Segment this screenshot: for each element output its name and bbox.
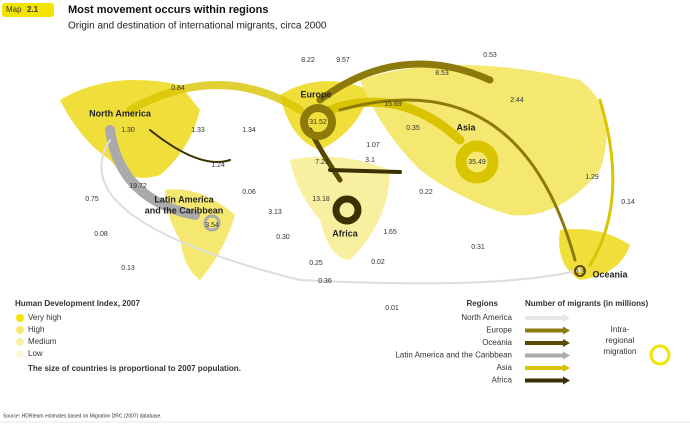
regions-legend-title: Regions	[466, 299, 498, 308]
hdi-level: Very high	[28, 313, 61, 322]
flow-label: 0.75	[85, 196, 99, 203]
region-legend-arrow	[525, 376, 570, 385]
flow-label: 0.25	[309, 260, 323, 267]
continents	[60, 65, 630, 280]
region-name: Latin America	[154, 194, 214, 204]
intra-value: 31.52	[309, 119, 327, 126]
hdi-note: The size of countries is proportional to…	[28, 364, 241, 373]
region-legend-arrow	[525, 326, 570, 335]
flow-label: 1.24	[211, 162, 225, 169]
flow-label: 0.02	[371, 259, 385, 266]
flow-label: 0.35	[406, 125, 420, 132]
flow-label: 1.07	[366, 142, 380, 149]
flow-label: 13.18	[312, 196, 330, 203]
region-name: North America	[89, 108, 152, 118]
migrants-legend-title: Number of migrants (in millions)	[525, 299, 648, 308]
flow-label: 8.53	[435, 70, 449, 77]
flow-label: 1.33	[191, 127, 205, 134]
region-name: and the Caribbean	[145, 205, 224, 215]
map-number: 2.1	[27, 5, 39, 14]
flow-label: 1.65	[383, 229, 397, 236]
intra-rings	[117, 104, 586, 277]
flow-label: 7.25	[315, 159, 329, 166]
region-name: Asia	[456, 122, 476, 132]
flow-label: 19.72	[129, 183, 147, 190]
region-name: Oceania	[592, 269, 628, 279]
map-label: Map	[6, 5, 22, 14]
region-name: Africa	[332, 228, 359, 238]
intra-value: 1.30	[121, 127, 135, 134]
hdi-level: High	[28, 325, 44, 334]
intra-legend-label: Intra-	[611, 325, 630, 334]
hdi-swatch	[16, 350, 24, 358]
region-legend-arrow	[525, 314, 570, 322]
intra-legend-label: migration	[604, 347, 637, 356]
flow-label: 0.08	[94, 231, 108, 238]
flow-label: 15.69	[384, 101, 402, 108]
flow-label: 0.13	[121, 265, 135, 272]
flow-label: 3.13	[268, 209, 282, 216]
intra-value: 1.3	[575, 269, 585, 276]
region-legend-arrow	[525, 339, 570, 347]
flow-label: 9.57	[336, 57, 350, 64]
hdi-swatch	[16, 326, 24, 334]
hdi-swatch	[16, 314, 24, 322]
hdi-level: Medium	[28, 337, 57, 346]
flow-label: 8.22	[301, 57, 315, 64]
subtitle: Origin and destination of international …	[68, 21, 327, 32]
flow-label: 0.84	[171, 85, 185, 92]
hdi-legend-title: Human Development Index, 2007	[15, 299, 140, 308]
region-legend-item: Europe	[486, 326, 512, 335]
flow-label: 0.06	[242, 189, 256, 196]
flow-label: 1.29	[585, 174, 599, 181]
region-name: Europe	[300, 89, 331, 99]
flow-label: 0.30	[276, 234, 290, 241]
region-legend-item: Africa	[492, 376, 513, 385]
region-legend-item: Asia	[496, 363, 512, 372]
intra-value: 35.49	[468, 159, 486, 166]
flow-label: 3.1	[365, 157, 375, 164]
region-legend-item: Latin America and the Caribbean	[395, 351, 512, 360]
flow-arrows	[100, 60, 615, 285]
region-legend-arrow	[525, 351, 570, 360]
flow-label: 0.01	[385, 305, 399, 312]
intra-legend-label: regional	[606, 336, 635, 345]
intra-value: 3.54	[205, 222, 219, 229]
intra-legend-ring	[649, 344, 671, 366]
flow-label: 0.14	[621, 199, 635, 206]
flow-label: 0.53	[483, 52, 497, 59]
flow-label: 0.36	[318, 278, 332, 285]
flow-label: 0.31	[471, 244, 485, 251]
flow-label: 1.34	[242, 127, 256, 134]
title: Most movement occurs within regions	[68, 4, 268, 16]
hdi-level: Low	[28, 349, 43, 358]
hdi-swatch	[16, 338, 24, 346]
map-label-box	[2, 3, 54, 17]
flow-label: 2.44	[510, 97, 524, 104]
source: Source: HDRteam estimates based on Migra…	[3, 413, 162, 419]
region-legend-item: Oceania	[482, 338, 512, 347]
flow-label: 0.22	[419, 189, 433, 196]
region-legend-arrow	[525, 364, 570, 372]
region-legend-item: North America	[461, 313, 512, 322]
